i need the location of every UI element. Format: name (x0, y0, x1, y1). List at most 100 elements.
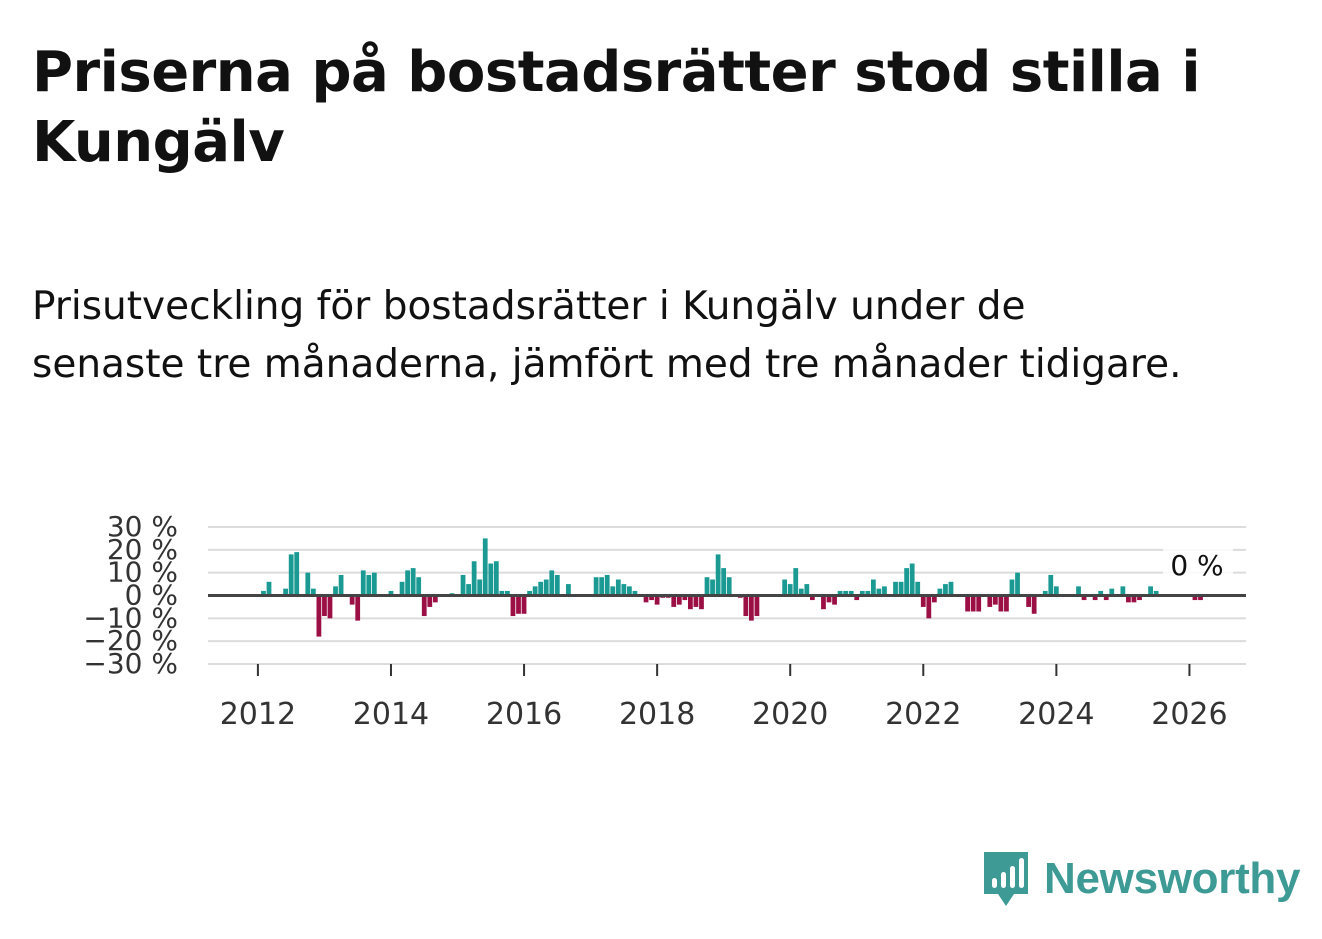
bar (1015, 572, 1020, 596)
bar (682, 595, 688, 601)
annotations: 0 % (1163, 546, 1233, 582)
bar (688, 595, 693, 610)
x-tick-label: 2022 (885, 697, 961, 732)
bar (527, 590, 532, 596)
bar (865, 590, 871, 596)
bar (1026, 595, 1031, 607)
bar (1120, 586, 1126, 596)
bar (948, 581, 954, 596)
bar (349, 595, 355, 605)
bar (870, 579, 876, 596)
bar (543, 579, 549, 596)
y-tick-label: 20 % (107, 533, 178, 566)
bar (1048, 574, 1054, 596)
bar (1009, 579, 1015, 596)
bar (832, 595, 837, 605)
bar (854, 595, 860, 601)
bar (1192, 595, 1198, 601)
y-tick-label: 30 % (107, 510, 178, 543)
bar (1031, 595, 1037, 614)
bar (283, 588, 289, 596)
bar (743, 595, 749, 617)
bar (532, 586, 538, 596)
bar (1076, 586, 1081, 596)
bar (699, 595, 704, 610)
bar (466, 584, 471, 596)
x-axis-labels: 2012 2014 2016 2018 2020 2022 2024 2026 (220, 664, 1228, 732)
bar (943, 584, 948, 596)
bar (909, 563, 915, 596)
bar (549, 570, 555, 596)
bar (316, 595, 322, 637)
bar (704, 577, 710, 596)
bar (538, 581, 544, 596)
bar (399, 581, 405, 596)
bar (610, 586, 616, 596)
bar (748, 595, 754, 621)
bar (848, 590, 854, 596)
bar (1103, 595, 1109, 601)
bar (482, 538, 488, 596)
bar (893, 581, 898, 596)
bar (1153, 590, 1159, 596)
bar (787, 584, 793, 596)
bar (1098, 590, 1104, 596)
bar (837, 590, 843, 596)
bar (876, 588, 882, 596)
x-tick-label: 2024 (1018, 697, 1094, 732)
bar (976, 595, 982, 612)
bar (371, 572, 377, 596)
bar (360, 570, 366, 596)
bar (615, 579, 621, 596)
y-tick-label: 0 % (125, 579, 178, 612)
bar (649, 595, 654, 601)
chart-title: Priserna på bostadsrätter stod stilla i … (32, 40, 1201, 175)
bar (1137, 595, 1142, 601)
bar (261, 590, 266, 596)
bar (388, 590, 394, 596)
gridlines (208, 526, 1246, 665)
y-tick-label: −30 % (83, 647, 178, 680)
last-value-label-bg (1163, 546, 1233, 582)
bar (460, 574, 466, 596)
y-tick-label: −10 % (83, 601, 178, 634)
bar (310, 588, 316, 596)
bar (826, 595, 832, 603)
newsworthy-logo-icon (984, 852, 1028, 906)
bar (294, 552, 300, 596)
bar (920, 595, 926, 607)
bar (798, 588, 804, 596)
bar (904, 568, 910, 596)
bar (998, 595, 1004, 612)
bar (471, 561, 477, 596)
bar (604, 574, 610, 596)
bar (632, 590, 638, 596)
bar (726, 577, 732, 596)
bar (1004, 595, 1009, 612)
bar (510, 595, 516, 617)
bar (643, 595, 649, 603)
bar (505, 590, 510, 596)
bar (926, 595, 932, 619)
bar (554, 574, 560, 596)
newsworthy-brand: Newsworthy (980, 848, 1300, 910)
bar (754, 595, 760, 617)
bar (965, 595, 970, 612)
brand-name: Newsworthy (1044, 854, 1301, 903)
bar (432, 595, 438, 603)
bar (1126, 595, 1131, 603)
bar (333, 586, 338, 596)
bar (676, 595, 682, 605)
bar (516, 595, 521, 614)
bar (305, 572, 311, 596)
bar (427, 595, 433, 607)
bar (416, 577, 422, 596)
bar (654, 595, 660, 605)
bar (266, 581, 272, 596)
x-tick-label: 2016 (486, 697, 562, 732)
bar (627, 586, 632, 596)
bar (859, 590, 865, 596)
bar (915, 581, 921, 596)
bar (843, 590, 849, 596)
bar (793, 568, 799, 596)
